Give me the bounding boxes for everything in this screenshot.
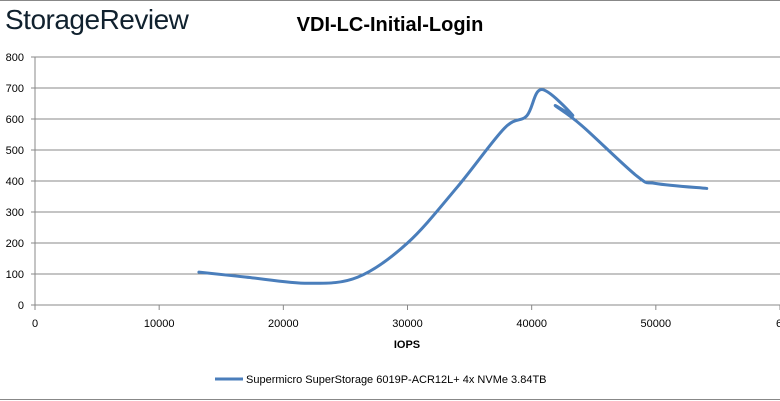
- x-tick-label: 0: [32, 318, 38, 330]
- y-tick-label: 600: [6, 114, 24, 126]
- y-tick-label: 100: [6, 269, 24, 281]
- x-tick-label: 10000: [144, 318, 175, 330]
- y-tick-label: 700: [6, 83, 24, 95]
- x-tick-label: 60: [776, 318, 780, 330]
- y-tick-label: 0: [18, 300, 24, 312]
- y-tick-label: 800: [6, 52, 24, 64]
- x-axis-label: IOPS: [394, 339, 420, 351]
- storagereview-logo: StorageReview: [5, 4, 189, 35]
- y-tick-label: 400: [6, 176, 24, 188]
- x-tick-label: 50000: [641, 318, 672, 330]
- y-tick-label: 500: [6, 145, 24, 157]
- legend-label: Supermicro SuperStorage 6019P-ACR12L+ 4x…: [246, 374, 547, 386]
- x-tick-label: 40000: [516, 318, 547, 330]
- x-tick-label: 20000: [268, 318, 299, 330]
- y-tick-label: 200: [6, 238, 24, 250]
- bottom-border: [0, 399, 780, 400]
- x-tick-label: 30000: [392, 318, 423, 330]
- top-border: [0, 0, 780, 1]
- chart-title: VDI-LC-Initial-Login: [296, 14, 484, 36]
- y-tick-label: 300: [6, 207, 24, 219]
